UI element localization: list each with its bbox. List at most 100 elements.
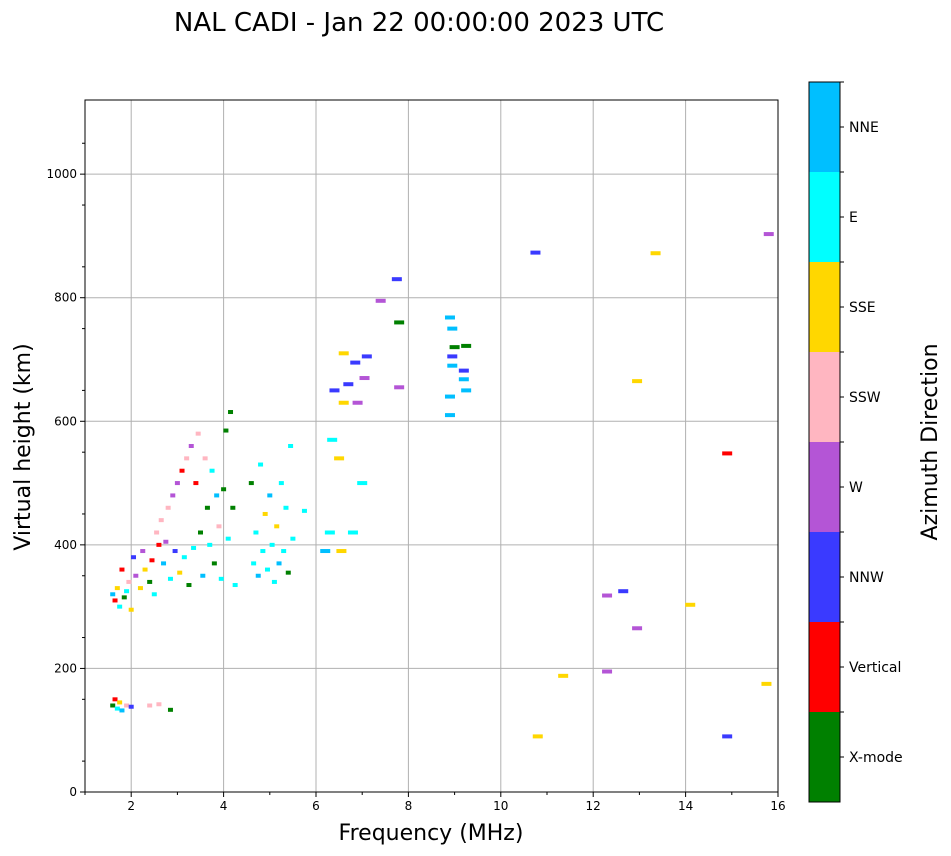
x-tick-label: 8 (405, 799, 413, 813)
data-point (230, 505, 236, 510)
data-point (444, 413, 455, 418)
data-point (320, 549, 331, 554)
data-point (163, 539, 169, 544)
data-point (391, 277, 402, 282)
data-point (151, 592, 157, 597)
data-point (359, 376, 370, 381)
data-point (128, 704, 134, 709)
colorbar-tick-label: NNE (849, 120, 879, 136)
data-point (204, 505, 210, 510)
data-point (447, 354, 458, 359)
y-tick-label: 400 (54, 538, 77, 552)
data-point (253, 530, 259, 535)
data-point (461, 388, 472, 393)
data-point (532, 734, 543, 739)
data-point (179, 468, 185, 473)
data-point (110, 703, 116, 708)
data-point (147, 703, 153, 708)
data-point (195, 431, 201, 436)
data-point (276, 561, 282, 566)
data-point (110, 592, 116, 597)
data-point (142, 567, 148, 572)
data-point (458, 377, 469, 382)
data-point (232, 583, 238, 588)
colorbar-tick-label: SSW (849, 390, 881, 406)
data-point (632, 626, 643, 631)
data-point (347, 530, 358, 535)
data-point (632, 379, 643, 384)
data-point (361, 354, 372, 359)
data-point (214, 493, 220, 498)
data-point (137, 586, 143, 591)
colorbar: X-mode Vertical NNW W SSW SSE E NNE (808, 81, 903, 803)
data-point (126, 579, 132, 584)
data-point (602, 593, 613, 598)
data-point (112, 598, 118, 603)
data-point (334, 456, 345, 461)
data-point (174, 481, 180, 486)
data-point (352, 400, 363, 405)
data-point (685, 602, 696, 607)
y-tick-label: 600 (54, 414, 77, 428)
colorbar-tick-label: Vertical (849, 660, 901, 676)
data-point (285, 570, 291, 575)
data-point (117, 700, 123, 705)
data-point (255, 573, 261, 578)
data-point (357, 481, 368, 486)
data-point (149, 558, 155, 563)
y-tick-label: 1000 (46, 167, 77, 181)
x-tick-label: 2 (127, 799, 135, 813)
data-point (602, 669, 613, 674)
data-point (177, 570, 183, 575)
data-point (221, 487, 227, 492)
data-point (124, 703, 130, 708)
data-point (114, 586, 120, 591)
data-point (167, 707, 173, 712)
data-point (290, 536, 296, 541)
colorbar-label: Azimuth Direction (918, 343, 943, 540)
y-tick-label: 200 (54, 661, 77, 675)
data-point (124, 589, 130, 594)
data-point (338, 351, 349, 356)
data-point (350, 360, 361, 365)
data-point (133, 573, 139, 578)
data-point (193, 481, 199, 486)
data-point (336, 549, 347, 554)
data-point (327, 437, 338, 442)
x-axis: 2 4 6 8 10 12 14 16 (84, 792, 786, 813)
y-tick-label: 800 (54, 291, 77, 305)
data-point (154, 530, 160, 535)
data-point (260, 549, 266, 554)
colorbar-segment (809, 532, 840, 622)
colorbar-tick-label: SSE (849, 300, 876, 316)
data-point (343, 382, 354, 387)
data-point (447, 326, 458, 331)
data-point (449, 345, 460, 350)
data-point (274, 524, 280, 529)
data-point (722, 734, 733, 739)
data-point (216, 524, 222, 529)
data-point (223, 428, 229, 433)
data-point (281, 549, 287, 554)
x-tick-label: 12 (586, 799, 601, 813)
data-point (461, 343, 472, 348)
colorbar-tick-label: NNW (849, 570, 884, 586)
data-point (271, 579, 277, 584)
data-point (264, 567, 270, 572)
data-point (458, 368, 469, 373)
data-point (278, 481, 284, 486)
data-point (225, 536, 231, 541)
data-point (147, 579, 153, 584)
data-point (209, 468, 215, 473)
data-point (558, 673, 569, 678)
data-point (324, 530, 335, 535)
data-point (447, 363, 458, 368)
data-point (165, 505, 171, 510)
grid-lines (85, 100, 779, 792)
data-point (262, 511, 268, 516)
data-point (269, 542, 275, 547)
data-point (338, 400, 349, 405)
data-point (181, 555, 187, 560)
data-point (112, 697, 118, 702)
x-axis-label: Frequency (MHz) (339, 821, 524, 846)
